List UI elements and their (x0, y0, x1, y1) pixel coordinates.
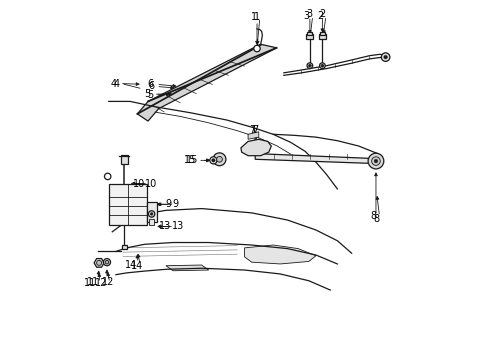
Circle shape (216, 157, 222, 162)
Text: 5: 5 (144, 89, 151, 99)
Bar (122, 246, 127, 249)
Text: 7: 7 (248, 125, 255, 135)
Text: 12: 12 (102, 277, 114, 287)
FancyBboxPatch shape (319, 32, 324, 35)
Text: 3: 3 (303, 11, 309, 21)
Circle shape (381, 53, 389, 62)
Circle shape (371, 157, 380, 165)
Polygon shape (241, 139, 271, 156)
Circle shape (103, 258, 110, 266)
Circle shape (367, 153, 383, 169)
Text: 14: 14 (131, 261, 143, 271)
FancyBboxPatch shape (318, 34, 325, 39)
Text: 6: 6 (148, 81, 154, 91)
Text: 6: 6 (147, 79, 153, 89)
Circle shape (150, 212, 153, 215)
FancyBboxPatch shape (307, 32, 312, 35)
Circle shape (373, 159, 377, 163)
Circle shape (209, 157, 217, 164)
Polygon shape (94, 258, 104, 267)
Circle shape (319, 63, 325, 68)
Text: 1: 1 (253, 13, 260, 22)
Text: 13: 13 (172, 221, 184, 231)
Text: 2: 2 (316, 11, 323, 21)
Polygon shape (244, 245, 315, 264)
Polygon shape (165, 265, 208, 271)
Text: 11: 11 (86, 277, 99, 287)
Bar (109, 184, 147, 225)
Circle shape (104, 173, 111, 180)
Text: 12: 12 (94, 278, 107, 288)
Text: 8: 8 (373, 214, 379, 224)
Bar (121, 155, 128, 164)
Circle shape (213, 153, 225, 166)
Text: 13: 13 (159, 221, 171, 231)
Circle shape (253, 45, 260, 52)
Polygon shape (247, 132, 258, 139)
Text: 14: 14 (125, 260, 137, 270)
Text: 11: 11 (84, 278, 97, 288)
Text: 2: 2 (319, 9, 325, 19)
Text: 10: 10 (133, 179, 145, 189)
Bar (147, 202, 157, 222)
Text: 5: 5 (147, 90, 153, 100)
Text: 4: 4 (111, 78, 117, 89)
Text: 15: 15 (183, 156, 196, 165)
Bar (149, 219, 154, 225)
Circle shape (105, 260, 108, 264)
Polygon shape (137, 44, 276, 121)
Text: 9: 9 (165, 199, 171, 209)
Circle shape (97, 260, 102, 265)
Circle shape (211, 158, 215, 162)
Text: 3: 3 (306, 9, 312, 19)
Text: 10: 10 (145, 179, 157, 189)
Text: 8: 8 (370, 211, 376, 221)
Text: 9: 9 (172, 199, 178, 209)
Circle shape (148, 211, 155, 217)
Circle shape (320, 64, 323, 67)
Circle shape (308, 64, 311, 67)
FancyBboxPatch shape (305, 34, 313, 39)
Text: 4: 4 (114, 78, 120, 89)
Polygon shape (255, 154, 375, 163)
Text: 15: 15 (186, 156, 198, 165)
Text: 7: 7 (252, 125, 258, 135)
Circle shape (383, 55, 386, 59)
Circle shape (306, 63, 312, 68)
Text: 1: 1 (250, 13, 257, 22)
